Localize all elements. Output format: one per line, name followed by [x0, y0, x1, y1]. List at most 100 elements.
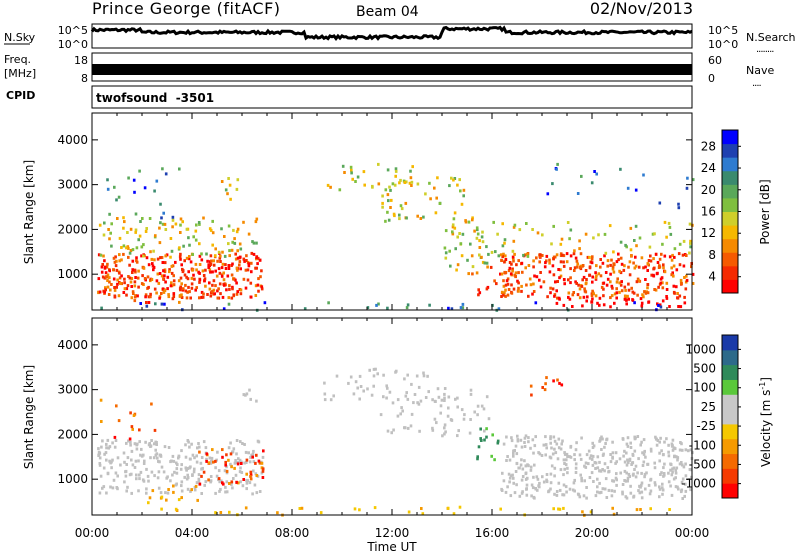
velocity-cell	[241, 442, 244, 445]
velocity-cell	[130, 472, 133, 476]
power-cell	[627, 265, 630, 269]
power-cell	[679, 305, 683, 309]
power-cell	[466, 258, 469, 262]
velocity-cell	[386, 386, 389, 390]
velocity-cell	[175, 467, 179, 471]
power-cell	[577, 283, 580, 287]
velocity-cell	[255, 491, 259, 495]
velocity-cell	[205, 452, 209, 456]
velocity-cell	[596, 485, 599, 489]
power-cell	[221, 250, 224, 254]
velocity-cell	[399, 412, 402, 416]
power-cell	[656, 261, 660, 264]
power-cell	[434, 211, 438, 215]
velocity-cell	[601, 487, 605, 491]
power-cell	[552, 255, 556, 259]
velocity-cell	[557, 481, 561, 485]
velocity-cell	[512, 449, 515, 453]
velocity-cell	[659, 473, 662, 476]
velocity-cell	[242, 478, 245, 481]
power-cell	[139, 220, 142, 223]
power-cell	[101, 263, 104, 266]
power-cell	[108, 280, 111, 284]
power-cell	[178, 246, 181, 250]
velocity-cell	[147, 443, 151, 447]
power-cell	[103, 259, 106, 263]
power-cell	[231, 240, 234, 244]
velocity-cell	[458, 505, 462, 509]
velocity-cell	[621, 490, 624, 494]
velocity-cell	[193, 456, 196, 460]
velocity-cell	[564, 463, 568, 467]
power-cell	[549, 291, 552, 295]
power-cell	[597, 233, 600, 237]
velocity-cell	[625, 463, 629, 467]
power-cell	[386, 306, 389, 310]
power-cell	[677, 305, 680, 308]
power-cell	[668, 255, 672, 259]
velocity-cell	[217, 477, 221, 481]
velocity-cell	[382, 373, 385, 377]
velocity-cell	[549, 435, 552, 439]
power-cell	[453, 211, 457, 215]
velocity-cell	[596, 477, 599, 481]
power-cell	[678, 242, 682, 246]
velocity-cell	[386, 429, 390, 433]
velocity-cell	[601, 468, 604, 471]
velocity-cell	[444, 430, 447, 434]
power-cell	[153, 189, 156, 193]
power-cell	[209, 294, 213, 298]
power-cell	[384, 219, 387, 223]
power-cell	[172, 283, 176, 287]
freq-trace	[92, 64, 692, 75]
power-cell	[507, 269, 511, 273]
power-cell	[452, 217, 456, 221]
power-cell	[228, 284, 231, 288]
power-cell	[182, 244, 185, 248]
power-cell	[260, 285, 264, 289]
noise-trace	[90, 25, 693, 42]
velocity-cell	[556, 378, 559, 382]
power-cell	[662, 266, 665, 270]
power-cell	[636, 277, 640, 281]
velocity-cell	[209, 475, 213, 478]
power-cell	[581, 278, 584, 282]
velocity-cell	[162, 470, 166, 474]
power-cell	[400, 207, 404, 211]
velocity-cell	[167, 488, 170, 491]
velocity-cell	[110, 466, 113, 470]
power-cell	[178, 287, 182, 291]
velocity-cell	[260, 471, 264, 475]
power-cell	[584, 290, 588, 294]
power-cell	[447, 306, 450, 310]
power-cell	[208, 281, 211, 285]
power-cell	[195, 268, 198, 272]
velocity-cell	[235, 460, 238, 464]
power-cell	[115, 285, 118, 289]
velocity-cell	[254, 472, 258, 476]
power-cell	[135, 246, 139, 250]
power-cell	[227, 224, 231, 228]
velocity-cell	[254, 461, 257, 465]
velocity-cell	[633, 449, 637, 453]
power-cell	[250, 251, 254, 255]
velocity-cell	[529, 384, 533, 388]
velocity-cell	[672, 447, 676, 451]
velocity-cell	[674, 485, 678, 489]
power-cell	[619, 256, 623, 260]
power-cell	[151, 264, 155, 268]
velocity-cell	[189, 489, 192, 493]
velocity-cell	[611, 479, 614, 483]
velocity-cell	[220, 479, 223, 483]
velocity-cell	[524, 464, 528, 468]
power-cell	[158, 226, 161, 230]
velocity-cell	[667, 454, 671, 458]
velocity-cell	[424, 396, 428, 399]
power-cell	[538, 278, 541, 282]
power-cell	[125, 293, 128, 297]
velocity-cell	[109, 485, 112, 489]
power-cell	[228, 254, 231, 258]
power-cell	[233, 241, 237, 245]
velocity-cell	[200, 456, 204, 459]
velocity-cell	[163, 445, 167, 449]
